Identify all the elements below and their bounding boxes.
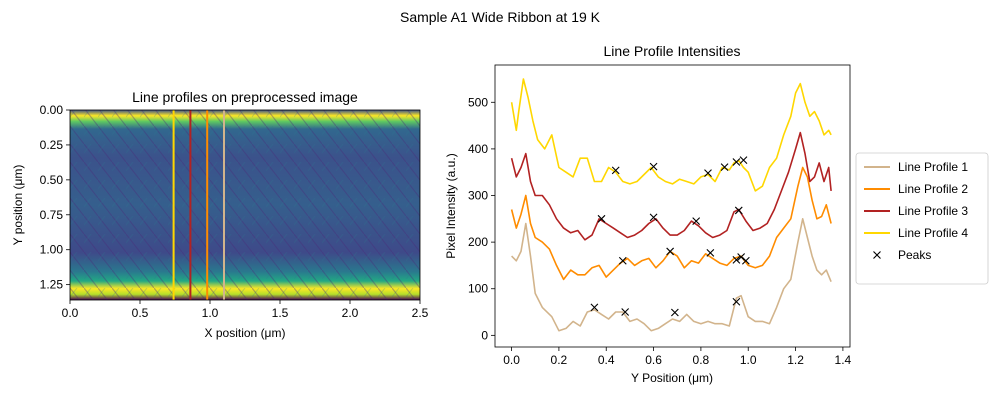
heatmap-y-tick-label: 0.00 <box>40 103 64 117</box>
heatmap-y-tick-label: 0.75 <box>40 208 64 222</box>
line-x-tick-label: 1.0 <box>740 353 757 367</box>
heatmap-panel: Line profiles on preprocessed image 0.0 0… <box>11 89 429 340</box>
legend-peak-marker-icon <box>873 251 881 259</box>
peak-marker <box>692 217 701 226</box>
line-x-tick-label: 1.2 <box>787 353 804 367</box>
line-chart-title: Line Profile Intensities <box>604 43 741 59</box>
heatmap-x-tick-label: 1.0 <box>202 306 219 320</box>
legend-label: Line Profile 4 <box>898 226 968 240</box>
peak-marker <box>741 256 750 265</box>
heatmap-x-label: X position (μm) <box>205 326 286 340</box>
legend-item: Line Profile 3 <box>864 204 968 218</box>
peak-marker <box>737 253 746 261</box>
heatmap-y-tick-label: 1.00 <box>40 243 64 257</box>
line-y-tick-label: 200 <box>468 235 488 249</box>
peak-marker <box>597 214 606 223</box>
heatmap-x-tick-label: 2.0 <box>342 306 359 320</box>
line-chart-frame <box>494 64 851 348</box>
heatmap-y-tick-label: 0.25 <box>40 138 64 152</box>
series-line-profile-3 <box>510 131 832 241</box>
line-y-tick-label: 300 <box>468 189 488 203</box>
peak-marker <box>720 163 729 171</box>
line-chart-x-ticks: 0.0 0.2 0.4 0.6 0.8 1.0 1.2 1.4 <box>503 347 852 367</box>
legend: Line Profile 1 Line Profile 2 Line Profile… <box>855 152 989 285</box>
legend-item: Peaks <box>873 248 931 262</box>
peak-marker <box>704 169 712 178</box>
peak-marker <box>618 256 627 265</box>
heatmap-x-tick-label: 1.5 <box>272 306 289 320</box>
peak-marker <box>732 158 741 166</box>
line-y-tick-label: 500 <box>468 95 488 109</box>
line-x-tick-label: 0.8 <box>693 353 710 367</box>
series-line-profile-4 <box>510 78 832 192</box>
peak-marker <box>590 303 599 312</box>
peak-marker <box>666 247 675 256</box>
line-x-tick-label: 0.0 <box>503 353 520 367</box>
legend-label: Line Profile 2 <box>898 182 968 196</box>
legend-label: Line Profile 3 <box>898 204 968 218</box>
heatmap-y-tick-label: 0.50 <box>40 173 64 187</box>
peak-markers-group <box>590 156 750 317</box>
heatmap-x-tick-label: 0.5 <box>132 306 149 320</box>
series-line-profile-1 <box>511 218 832 332</box>
legend-label: Peaks <box>898 248 931 262</box>
peak-marker <box>734 206 743 215</box>
line-chart-y-ticks: 0 100 200 300 400 500 <box>468 95 495 342</box>
line-y-tick-label: 400 <box>468 142 488 156</box>
line-chart-panel: Line Profile Intensities 0.0 0.2 0.4 0.6 0.8… <box>444 43 852 385</box>
legend-item: Line Profile 1 <box>864 160 968 174</box>
line-series-group <box>510 78 832 332</box>
line-chart-x-label: Y Position (μm) <box>631 371 713 385</box>
peak-marker <box>621 308 630 316</box>
line-y-tick-label: 0 <box>481 328 488 342</box>
line-x-tick-label: 0.4 <box>598 353 615 367</box>
legend-item: Line Profile 2 <box>864 182 968 196</box>
line-y-tick-label: 100 <box>468 282 488 296</box>
legend-item: Line Profile 4 <box>864 226 968 240</box>
peak-marker <box>649 162 658 171</box>
heatmap-x-tick-label: 0.0 <box>62 306 79 320</box>
peak-marker <box>611 166 620 175</box>
heatmap-x-ticks: 0.0 0.5 1.0 1.5 2.0 2.5 <box>62 300 429 320</box>
line-x-tick-label: 0.6 <box>645 353 662 367</box>
series-line-profile-2 <box>510 166 832 281</box>
heatmap-y-tick-label: 1.25 <box>40 278 64 292</box>
peak-marker <box>732 297 741 306</box>
peak-marker <box>706 248 715 257</box>
heatmap-y-ticks: 0.00 0.25 0.50 0.75 1.00 1.25 <box>40 103 70 292</box>
legend-box <box>855 152 989 285</box>
peak-marker <box>670 308 679 317</box>
peak-marker <box>649 213 658 222</box>
peak-marker <box>732 255 741 264</box>
heatmap-x-tick-label: 2.5 <box>412 306 429 320</box>
peak-marker <box>739 156 748 164</box>
figure-suptitle: Sample A1 Wide Ribbon at 19 K <box>400 9 601 25</box>
heatmap-texture <box>70 110 420 300</box>
legend-label: Line Profile 1 <box>898 160 968 174</box>
heatmap-title: Line profiles on preprocessed image <box>132 89 358 105</box>
heatmap-y-label: Y position (μm) <box>11 165 25 246</box>
heatmap-frame <box>69 109 421 301</box>
profile-lines <box>172 110 225 300</box>
line-chart-y-label: Pixel Intensity (a.u.) <box>444 153 458 258</box>
line-x-tick-label: 0.2 <box>551 353 568 367</box>
line-x-tick-label: 1.4 <box>835 353 852 367</box>
